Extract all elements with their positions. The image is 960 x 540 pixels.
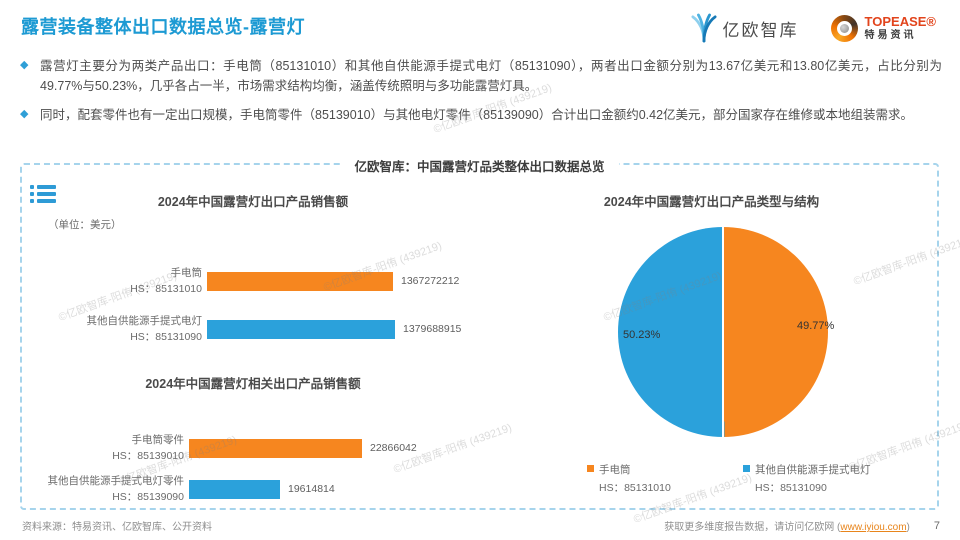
topease-logo-cn: 特易资讯: [864, 29, 917, 41]
pie-legend-item: 其他自供能源手提式电灯 HS：85131090: [743, 463, 871, 497]
diamond-bullet-icon: ◆: [20, 59, 29, 71]
summary-bullet-text: 露营灯主要分为两类产品出口：手电筒（85131010）和其他自供能源手提式电灯（…: [40, 59, 942, 94]
footer-cta-text: ): [906, 522, 910, 533]
legend-hs-code: HS：85131090: [755, 481, 827, 494]
bar-flashlight-parts: [189, 438, 362, 458]
bar-lamp-parts: [189, 479, 280, 499]
bar-hs-code: HS：85131090: [130, 331, 202, 343]
page-number: 7: [933, 519, 940, 532]
bar-category-label: 手电筒: [170, 266, 203, 279]
bar-category-label: 其他自供能源手提式电灯: [86, 314, 203, 327]
summary-bullet-text: 同时，配套零件也有一定出口规模，手电筒零件（85139010）与其他电灯零件（8…: [40, 107, 914, 122]
summary-bullet: ◆ 露营灯主要分为两类产品出口：手电筒（85131010）和其他自供能源手提式电…: [20, 56, 942, 97]
iyiou-link[interactable]: www.iyiou.com: [840, 522, 907, 533]
panel-title: 亿欧智库：中国露营灯品类整体出口数据总览: [340, 156, 619, 175]
header-logos: 亿欧智库 TOPEASE® 特易资讯: [690, 13, 936, 43]
footer-right: 获取更多维度报告数据，请访问亿欧网 (www.iyiou.com) 7: [664, 518, 940, 534]
bar-category-label: 手电筒零件: [131, 433, 185, 446]
legend-label: 手电筒: [599, 464, 631, 476]
list-menu-icon: [30, 185, 56, 206]
diamond-bullet-icon: ◆: [20, 107, 29, 120]
yiou-logo: 亿欧智库: [690, 13, 799, 43]
bar-chart-1-title: 2024年中国露营灯出口产品销售额: [157, 195, 349, 209]
bar-row: 其他自供能源手提式电灯零件 HS：85139090 19614814: [22, 469, 484, 509]
bar-portable-lamp: [207, 319, 395, 339]
legend-label: 其他自供能源手提式电灯: [755, 464, 871, 476]
summary-bullets: ◆ 露营灯主要分为两类产品出口：手电筒（85131010）和其他自供能源手提式电…: [20, 56, 942, 133]
topease-logo: TOPEASE® 特易资讯: [830, 13, 936, 42]
bar-row: 其他自供能源手提式电灯 HS：85131090 1379688915: [22, 309, 484, 349]
legend-hs-code: HS：85131010: [599, 481, 671, 494]
footer-cta: 获取更多维度报告数据，请访问亿欧网 (www.iyiou.com): [664, 518, 910, 533]
bar-row: 手电筒零件 HS：85139010 22866042: [22, 428, 484, 468]
legend-swatch-orange: [587, 465, 594, 472]
page-title: 露营装备整体出口数据总览-露营灯: [21, 17, 305, 37]
bar-hs-code: HS：85139010: [112, 450, 184, 462]
pie-chart-title: 2024年中国露营灯出口产品类型与结构: [603, 195, 820, 209]
bar-value: 22866042: [370, 442, 417, 454]
source-note: 资料来源：特易资讯、亿欧智库、公开资料: [22, 522, 212, 533]
bar-chart-2-title: 2024年中国露营灯相关出口产品销售额: [145, 377, 361, 391]
bar-value: 1379688915: [403, 323, 462, 335]
bar-category-label: 其他自供能源手提式电灯零件: [47, 474, 185, 487]
yiou-logo-text: 亿欧智库: [722, 20, 799, 40]
footer-cta-text: 获取更多维度报告数据，请访问亿欧网 (: [664, 522, 841, 533]
topease-logo-icon: [830, 14, 858, 42]
bar-hs-code: HS：85131010: [130, 283, 202, 295]
unit-label: （单位：美元）: [48, 219, 122, 231]
bar-hs-code: HS：85139090: [112, 491, 184, 503]
pie-chart: [618, 227, 828, 437]
bar-row: 手电筒 HS：85131010 1367272212: [22, 261, 484, 301]
summary-bullet: ◆ 同时，配套零件也有一定出口规模，手电筒零件（85139010）与其他电灯零件…: [20, 105, 942, 125]
pie-slice-divider: [722, 227, 724, 437]
charts-panel: 亿欧智库：中国露营灯品类整体出口数据总览 2024年中国露营灯出口产品销售额 （…: [20, 156, 939, 510]
bar-flashlight: [207, 271, 393, 291]
pie-legend-item: 手电筒 HS：85131010: [587, 463, 671, 497]
topease-logo-en: TOPEASE®: [864, 13, 936, 29]
bar-value: 1367272212: [401, 275, 460, 287]
pie-percent-portable-lamp: 50.23%: [623, 329, 661, 341]
yiou-logo-icon: [690, 13, 717, 43]
bar-value: 19614814: [288, 483, 335, 495]
pie-percent-flashlight: 49.77%: [797, 320, 835, 332]
legend-swatch-blue: [743, 465, 750, 472]
